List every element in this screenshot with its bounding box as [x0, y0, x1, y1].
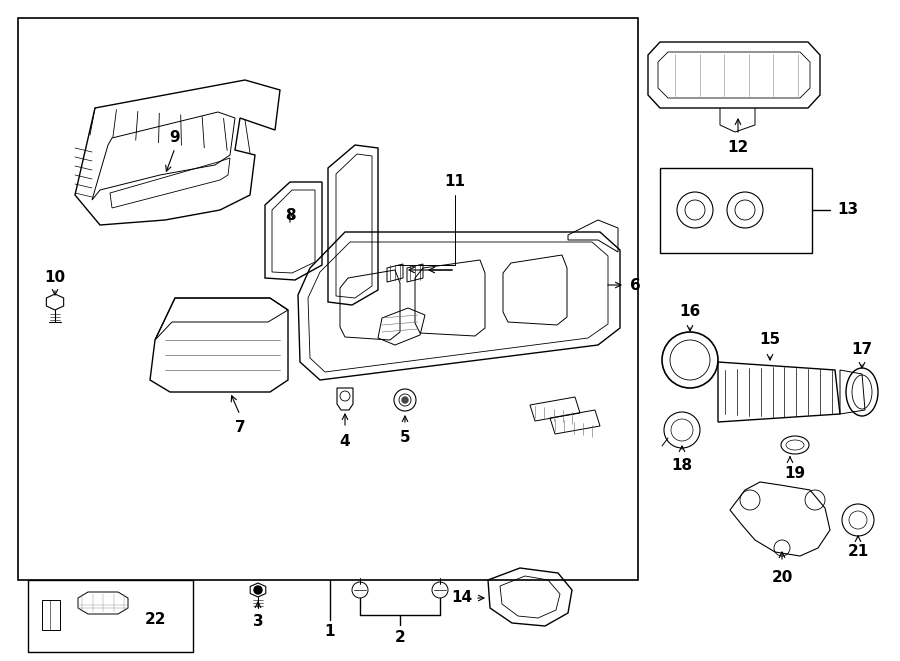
Text: 4: 4 [339, 434, 350, 449]
Text: 12: 12 [727, 141, 749, 155]
Bar [660, 168, 812, 253]
Text: 8: 8 [284, 208, 295, 223]
Text: 22: 22 [144, 613, 166, 627]
Circle shape [254, 586, 262, 594]
Text: 3: 3 [253, 615, 264, 629]
Text: 7: 7 [235, 420, 246, 436]
Text: 13: 13 [837, 202, 859, 217]
Text: 1: 1 [325, 625, 335, 639]
Bar [18, 18, 638, 580]
Circle shape [402, 397, 408, 403]
Text: 14: 14 [452, 590, 472, 605]
Text: 16: 16 [680, 305, 700, 319]
Text: 18: 18 [671, 457, 693, 473]
Text: 11: 11 [445, 175, 465, 190]
Text: 17: 17 [851, 342, 873, 358]
Text: 10: 10 [44, 270, 66, 286]
Text: 21: 21 [848, 545, 868, 559]
Text: 19: 19 [785, 465, 806, 481]
Bar [28, 580, 193, 652]
Text: 9: 9 [170, 130, 180, 145]
Text: 2: 2 [394, 631, 405, 646]
Text: 5: 5 [400, 430, 410, 446]
Text: 6: 6 [630, 278, 641, 293]
Text: 20: 20 [771, 570, 793, 586]
Text: 15: 15 [760, 332, 780, 348]
